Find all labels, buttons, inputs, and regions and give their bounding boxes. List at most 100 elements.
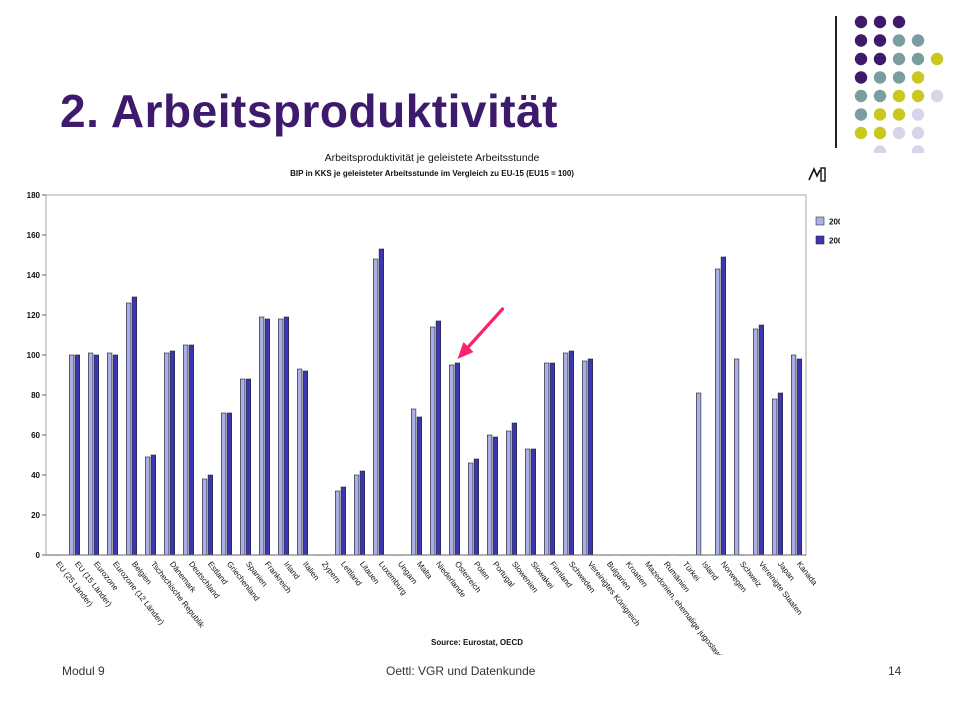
bar-2004 — [492, 436, 499, 556]
bar-2004 — [226, 412, 233, 556]
bar-2003 — [695, 392, 702, 556]
decorative-dot — [854, 34, 868, 47]
bar-2003 — [88, 352, 94, 556]
decorative-dot — [911, 52, 925, 66]
decorative-dot — [854, 126, 868, 140]
chart-logo-icon — [808, 167, 826, 182]
bar-2003 — [334, 490, 341, 556]
decorative-dot — [873, 52, 887, 66]
bar-2004 — [758, 324, 764, 556]
bar-2004 — [302, 370, 309, 556]
decorative-dot — [873, 89, 887, 103]
decorative-dot — [854, 89, 868, 103]
bar-2003 — [752, 328, 759, 556]
bar-2004 — [435, 320, 442, 556]
bar-2003 — [202, 478, 208, 556]
bar-2004 — [245, 378, 252, 556]
decorative-dot — [873, 34, 887, 47]
y-tick-label: 20 — [31, 511, 40, 520]
bar-2004 — [796, 358, 802, 556]
decorative-dot — [854, 108, 868, 121]
bar-2003 — [69, 354, 75, 556]
bar-2004 — [207, 474, 214, 556]
bar-2003 — [221, 412, 227, 556]
bar-2003 — [372, 258, 379, 556]
bar-2003 — [164, 352, 170, 556]
bar-2004 — [93, 354, 99, 556]
decorative-dot — [892, 108, 906, 121]
bar-2004 — [74, 354, 80, 556]
bar-2004 — [359, 470, 366, 556]
bar-2003 — [581, 360, 588, 556]
decorative-dot — [930, 89, 944, 103]
y-tick-label: 60 — [31, 431, 40, 440]
bar-2003 — [543, 362, 550, 556]
bar-2003 — [183, 344, 189, 556]
bar-2003 — [258, 316, 265, 556]
legend-label: 2004 — [829, 237, 840, 246]
bar-2003 — [145, 456, 151, 556]
bar-2003 — [467, 462, 474, 556]
bar-2004 — [150, 454, 157, 556]
x-tick-label: Kanada — [795, 560, 819, 588]
y-tick-label: 80 — [31, 391, 40, 400]
y-axis: 0 20 40 60 80 100 120 140 160 180 — [27, 191, 46, 560]
x-tick-label: Island — [700, 560, 720, 582]
productivity-bar-chart: Arbeitsproduktivität je geleistete Arbei… — [27, 152, 840, 655]
bar-2003 — [277, 318, 284, 556]
bar-2004 — [587, 358, 593, 556]
decorative-dot — [892, 89, 906, 103]
decorative-dot — [911, 71, 925, 84]
decorative-dot — [873, 126, 887, 140]
decorative-dot — [911, 145, 925, 153]
decorative-dot — [892, 52, 906, 66]
bar-2003 — [714, 268, 721, 556]
legend-label: 2003 — [829, 218, 840, 227]
bar-2003 — [562, 352, 569, 556]
bar-2003 — [486, 434, 493, 556]
slide-title: 2. Arbeitsproduktivität — [60, 85, 558, 137]
footer-author: Oettl: VGR und Datenkunde — [386, 664, 536, 678]
bar-2003 — [771, 398, 778, 556]
bar-2004 — [283, 316, 290, 556]
decorative-dot-grid — [854, 15, 944, 153]
annotation-arrow-icon — [457, 307, 505, 359]
legend-swatch — [815, 216, 825, 226]
bar-2004 — [131, 296, 138, 556]
decorative-dot — [892, 71, 906, 84]
plot-area — [45, 194, 807, 556]
decorative-dot — [892, 126, 906, 140]
bar-2003 — [410, 408, 417, 556]
bar-2003 — [733, 358, 740, 556]
bar-2004 — [188, 344, 195, 556]
legend-swatch — [815, 235, 825, 245]
decorative-dot — [854, 52, 868, 66]
bar-2003 — [240, 378, 246, 556]
bar-2004 — [568, 350, 574, 556]
chart-subtitle: BIP in KKS je geleisteter Arbeitsstunde … — [290, 169, 574, 178]
decorative-dot — [911, 108, 925, 121]
bar-2003 — [353, 474, 360, 556]
bar-2004 — [264, 318, 271, 556]
decorative-dot — [873, 145, 887, 153]
bar-2004 — [777, 392, 783, 556]
arrow-head — [457, 342, 474, 359]
decorative-dot — [911, 126, 925, 140]
bar-2004 — [511, 422, 517, 556]
bar-2003 — [790, 354, 797, 556]
bar-2004 — [416, 416, 423, 556]
y-tick-label: 120 — [27, 311, 41, 320]
decorative-dot — [873, 71, 887, 84]
y-tick-label: 160 — [27, 231, 41, 240]
decorative-dot — [892, 34, 906, 47]
decorative-dot — [873, 108, 887, 121]
bar-2004 — [112, 354, 118, 556]
x-tick-label: Italien — [301, 560, 321, 582]
bar-2004 — [473, 458, 480, 556]
chart-legend: 2003 2004 — [815, 216, 840, 246]
bar-2003 — [107, 352, 113, 556]
decorative-dot — [911, 89, 925, 103]
bar-2003 — [429, 326, 436, 556]
y-tick-label: 180 — [27, 191, 41, 200]
chart-source: Source: Eurostat, OECD — [431, 638, 523, 647]
